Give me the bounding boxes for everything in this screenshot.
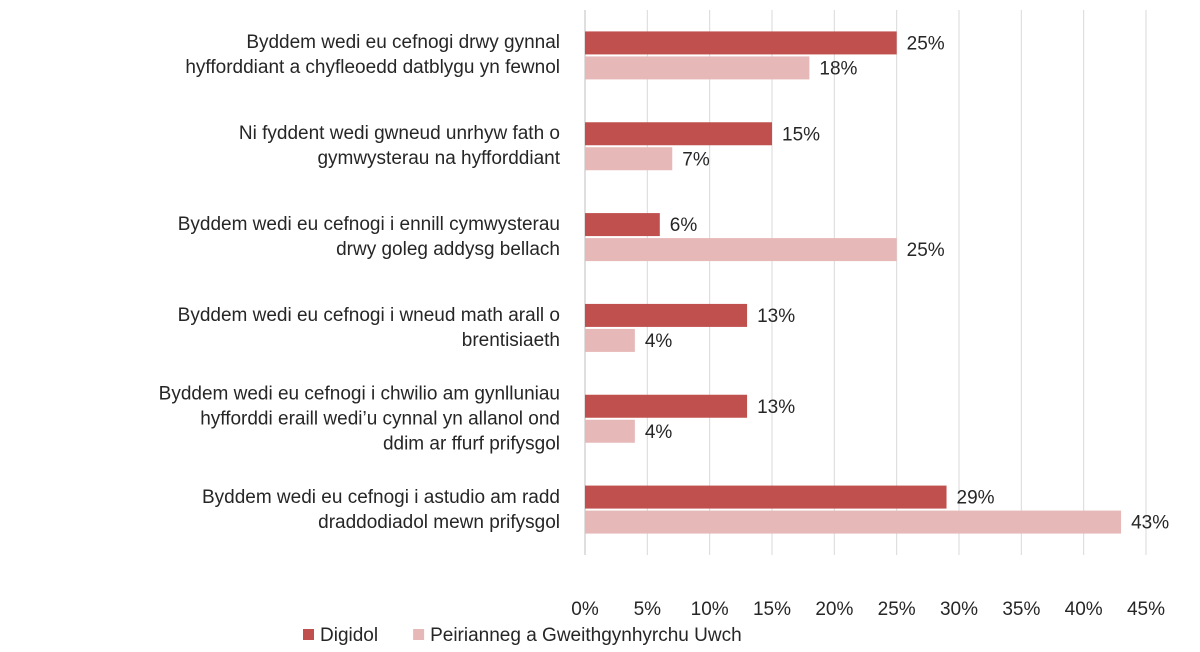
category-label: Byddem wedi eu cefnogi drwy gynnal hyffo… <box>185 32 560 79</box>
data-label: 6% <box>670 215 698 236</box>
bar <box>585 394 748 418</box>
bar <box>585 510 1122 534</box>
x-tick-label: 10% <box>691 599 729 620</box>
data-label: 13% <box>757 306 795 327</box>
bar <box>585 419 635 443</box>
data-label: 13% <box>757 397 795 418</box>
category-label: Byddem wedi eu cefnogi i wneud math aral… <box>177 304 560 351</box>
x-tick-label: 40% <box>1065 599 1103 620</box>
x-tick-label: 5% <box>634 599 662 620</box>
bar <box>585 56 810 80</box>
x-tick-label: 0% <box>571 599 599 620</box>
data-label: 18% <box>819 58 857 79</box>
data-label: 29% <box>957 488 995 509</box>
x-tick-label: 30% <box>940 599 978 620</box>
x-tick-label: 35% <box>1002 599 1040 620</box>
bar <box>585 31 897 55</box>
legend-swatch <box>303 629 314 640</box>
data-label: 7% <box>682 149 710 170</box>
category-label: Byddem wedi eu cefnogi i ennill cymwyste… <box>177 214 560 261</box>
bar <box>585 485 947 509</box>
data-label: 25% <box>907 240 945 261</box>
legend-label: Digidol <box>320 625 378 646</box>
legend-label: Peirianneg a Gweithgynhyrchu Uwch <box>430 625 742 646</box>
data-label: 43% <box>1131 513 1169 534</box>
bar <box>585 238 897 262</box>
x-tick-label: 25% <box>878 599 916 620</box>
legend-swatch <box>413 629 425 640</box>
data-label: 4% <box>645 331 673 352</box>
bar <box>585 147 673 171</box>
x-tick-label: 15% <box>753 599 791 620</box>
bar <box>585 328 635 352</box>
x-tick-label: 20% <box>815 599 853 620</box>
data-label: 15% <box>782 124 820 145</box>
data-label: 4% <box>645 422 673 443</box>
bar <box>585 122 772 146</box>
x-tick-label: 45% <box>1127 599 1165 620</box>
category-label: Byddem wedi eu cefnogi i astudio am radd… <box>201 486 560 533</box>
data-label: 25% <box>907 33 945 54</box>
category-label: Byddem wedi eu cefnogi i chwilio am gynl… <box>158 383 560 455</box>
bar <box>585 213 660 237</box>
bar <box>585 303 748 327</box>
category-label: Ni fyddent wedi gwneud unrhyw fath o gym… <box>238 123 560 170</box>
